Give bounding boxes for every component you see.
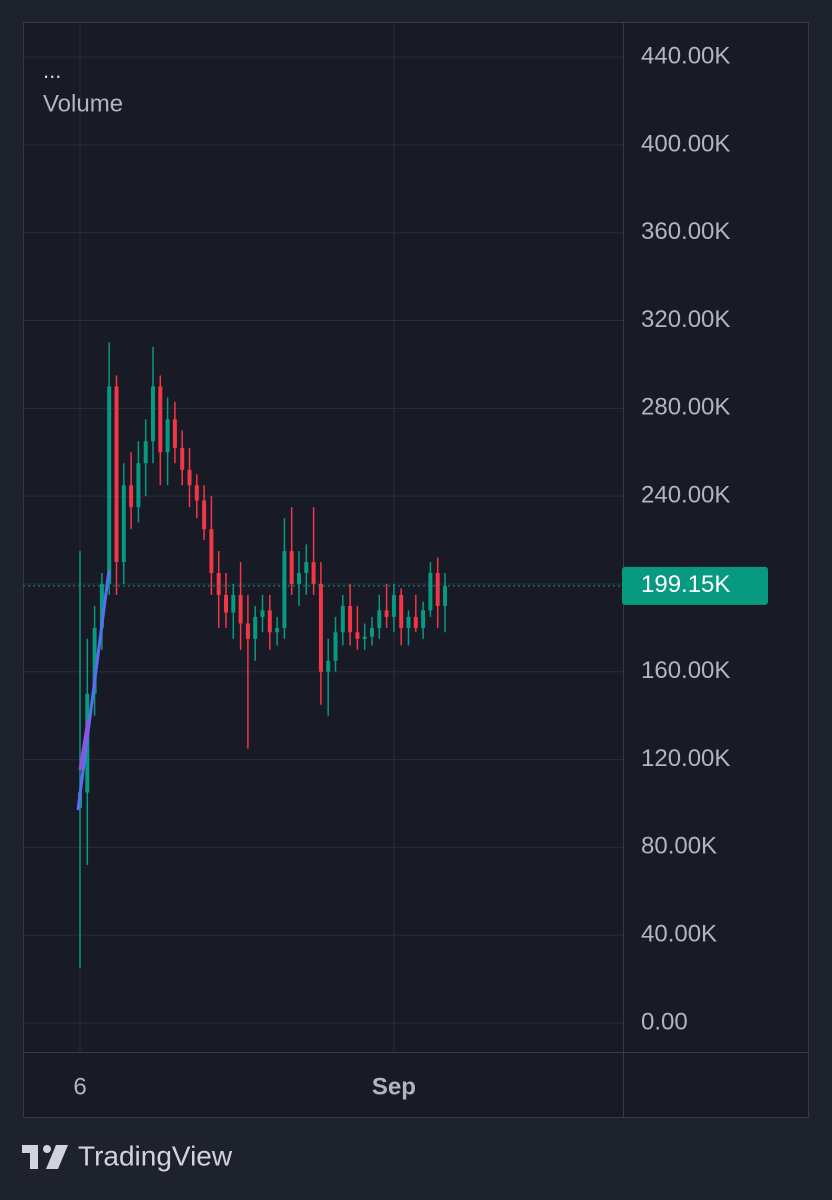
candle-body: [180, 447, 185, 470]
y-tick-label: 440.00K: [641, 42, 730, 69]
candle-body: [435, 573, 440, 606]
candle-body: [114, 386, 119, 563]
y-tick-label: 40.00K: [641, 921, 717, 948]
candle-body: [107, 386, 112, 584]
grid: [23, 22, 623, 1052]
candle-body: [99, 583, 104, 628]
trend-line-drawing-accent: [78, 719, 90, 771]
candle-body: [421, 610, 426, 628]
y-tick-label: 160.00K: [641, 657, 730, 684]
candle-body: [428, 573, 433, 611]
candle-body: [311, 562, 316, 584]
candle-body: [209, 529, 214, 574]
candle-body: [275, 627, 280, 633]
candle-body: [245, 623, 250, 639]
candle-body: [333, 632, 338, 661]
brand-logo: [22, 1145, 68, 1169]
y-tick-label: 240.00K: [641, 482, 730, 509]
y-tick-label: 280.00K: [641, 394, 730, 421]
price-label-box: [622, 566, 768, 605]
candle-body: [355, 632, 360, 639]
candle-body: [187, 469, 192, 486]
y-tick-label: 0.00: [641, 1008, 688, 1035]
candle-body: [377, 610, 382, 628]
candle-body: [370, 627, 374, 637]
y-tick-label: 400.00K: [641, 130, 730, 157]
candle-body: [297, 573, 301, 584]
candle-body: [391, 594, 396, 617]
candle-body: [172, 419, 177, 448]
candle-body: [224, 594, 228, 613]
candle-body: [384, 610, 389, 617]
candle-body: [216, 573, 221, 595]
candle-body: [260, 610, 265, 617]
candle-body: [165, 419, 170, 453]
candle-body: [413, 616, 418, 628]
candle-body: [362, 636, 367, 639]
candle-body: [202, 500, 207, 530]
candle-body: [318, 583, 323, 672]
y-tick-label: 120.00K: [641, 745, 730, 772]
candle-body: [253, 616, 258, 639]
y-tick-label: 80.00K: [641, 833, 717, 860]
brand-name: TradingView: [78, 1140, 233, 1171]
candle-body: [443, 585, 447, 606]
candle-body: [267, 610, 272, 633]
x-tick-label: 6: [73, 1073, 86, 1100]
candle-body: [136, 463, 141, 508]
y-tick-label: 320.00K: [641, 306, 730, 333]
candle-body: [238, 594, 243, 624]
candle-body: [340, 605, 345, 633]
candle-body: [121, 485, 126, 563]
candle-body: [92, 627, 97, 694]
x-tick-label: Sep: [372, 1073, 416, 1100]
candle-body: [231, 594, 236, 613]
trend-line-drawing: [76, 569, 111, 811]
candle-body: [304, 562, 309, 574]
candle-body: [194, 485, 199, 501]
legend-menu[interactable]: ...: [43, 58, 61, 83]
legend-label: Volume: [43, 90, 123, 117]
candle-body: [151, 386, 155, 442]
candle-body: [129, 485, 134, 508]
candle-body: [289, 551, 294, 584]
candle-body: [348, 605, 353, 633]
candle-body: [282, 551, 287, 628]
candle-body: [158, 386, 163, 453]
candle-body: [143, 441, 148, 464]
candle-body: [326, 660, 331, 672]
price-label: 199.15K: [641, 571, 730, 598]
candle-body: [406, 616, 411, 628]
candle-body: [399, 594, 404, 628]
y-tick-label: 360.00K: [641, 218, 730, 245]
